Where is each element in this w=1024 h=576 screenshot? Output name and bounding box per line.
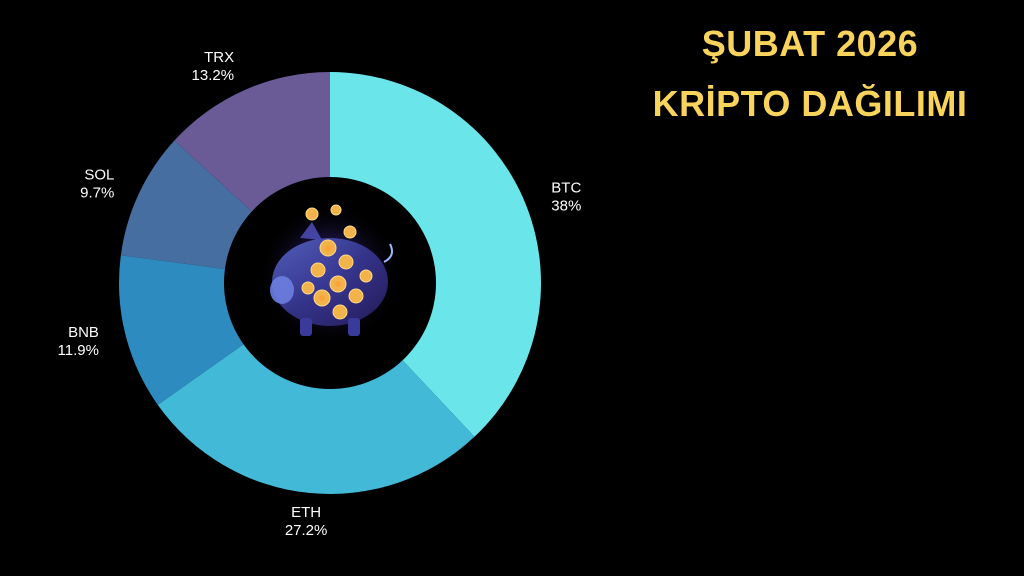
slice-label-sol: SOL <box>84 166 114 183</box>
chart-title-line-1: ŞUBAT 2026 <box>701 23 919 64</box>
piggy-bank-image <box>258 203 402 347</box>
slice-value-sol: 9.7% <box>80 184 114 201</box>
slice-label-btc: BTC <box>551 179 581 196</box>
slice-label-eth: ETH <box>291 504 321 521</box>
slice-value-bnb: 11.9% <box>58 342 99 359</box>
slice-value-btc: 38% <box>551 197 581 214</box>
slice-sol <box>120 140 254 270</box>
donut-slices <box>118 72 541 495</box>
slice-btc <box>330 72 541 437</box>
slice-label-trx: TRX <box>204 49 234 66</box>
slice-value-eth: 27.2% <box>285 522 328 539</box>
slice-eth <box>157 343 475 495</box>
slice-trx <box>174 72 330 213</box>
slice-value-trx: 13.2% <box>192 67 235 84</box>
slice-bnb <box>118 255 246 405</box>
slice-label-bnb: BNB <box>68 324 99 341</box>
chart-title-line-2: KRİPTO DAĞILIMI <box>652 83 968 124</box>
